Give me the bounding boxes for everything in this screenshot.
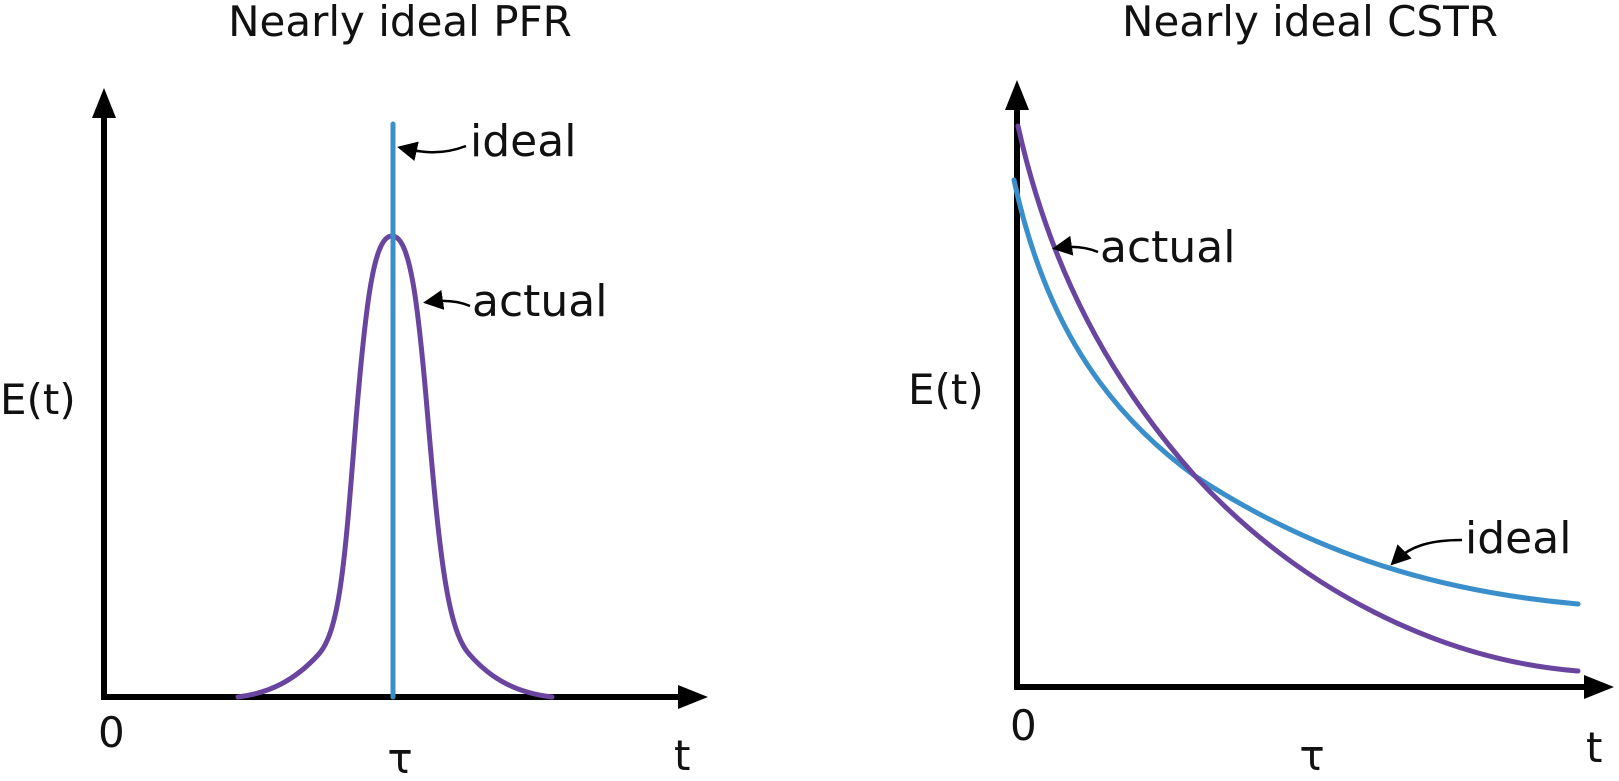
pfr-y-axis-arrow bbox=[92, 88, 116, 118]
pfr-ideal-label: ideal bbox=[470, 116, 576, 167]
cstr-x-axis-arrow bbox=[1584, 675, 1614, 699]
cstr-actual-label: actual bbox=[1100, 222, 1235, 273]
pfr-actual-leader-arrow bbox=[423, 289, 471, 310]
cstr-ideal-label: ideal bbox=[1465, 513, 1571, 564]
cstr-panel: Nearly ideal CSTR E(t) 0 τ t actual idea… bbox=[908, 0, 1614, 780]
pfr-panel: Nearly ideal PFR E(t) 0 τ t ideal actual bbox=[0, 0, 708, 781]
cstr-actual-curve bbox=[1015, 123, 1581, 674]
pfr-title: Nearly ideal PFR bbox=[228, 0, 572, 46]
cstr-tau-label: τ bbox=[1299, 731, 1324, 780]
cstr-y-axis-arrow bbox=[1005, 80, 1029, 110]
cstr-y-axis-label: E(t) bbox=[908, 365, 984, 414]
pfr-x-axis-label: t bbox=[674, 731, 690, 780]
pfr-tau-label: τ bbox=[387, 734, 412, 781]
pfr-actual-label: actual bbox=[472, 276, 607, 327]
cstr-x-axis-label: t bbox=[1586, 723, 1602, 772]
cstr-ideal-leader-arrow bbox=[1390, 538, 1463, 566]
pfr-origin-label: 0 bbox=[98, 708, 125, 757]
pfr-ideal-leader-arrow bbox=[397, 141, 467, 162]
pfr-y-axis-label: E(t) bbox=[0, 375, 76, 424]
cstr-actual-leader-arrow bbox=[1052, 235, 1099, 256]
pfr-x-axis-arrow bbox=[678, 685, 708, 709]
cstr-origin-label: 0 bbox=[1010, 701, 1037, 750]
cstr-title: Nearly ideal CSTR bbox=[1122, 0, 1498, 46]
